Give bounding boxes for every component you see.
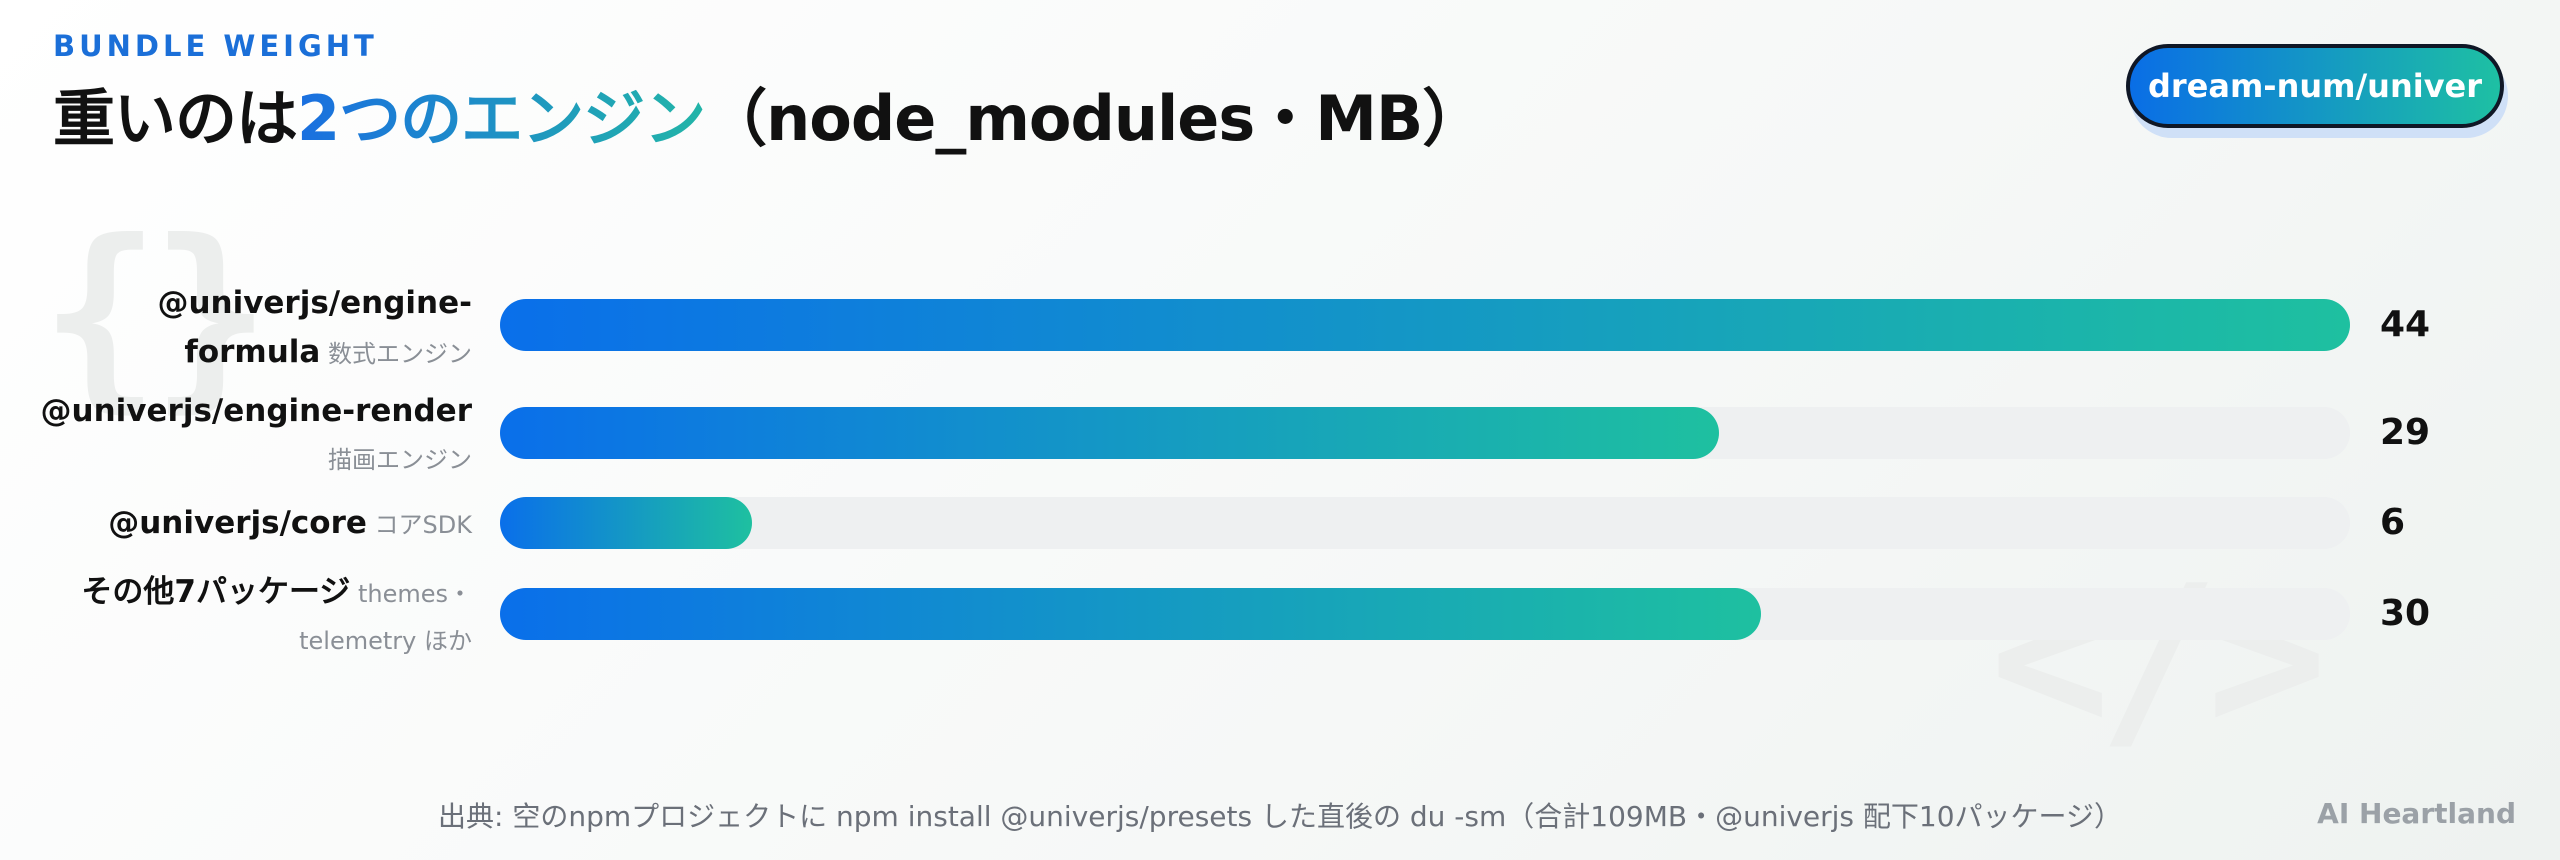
page-title: 重いのは2つのエンジン（node_modules・MB） — [53, 68, 1484, 158]
title-prefix: 重いのは — [53, 82, 298, 155]
bar-value-label: 29 — [2380, 412, 2431, 453]
bar-label-note: コアSDK — [366, 511, 472, 539]
braces-decoration-icon: {} — [40, 198, 271, 431]
bar-label-note: 数式エンジン — [320, 340, 472, 368]
bar-label-0: @univerjs/engine-formula 数式エンジン — [40, 281, 472, 379]
title-suffix: （node_modules・MB） — [705, 82, 1484, 155]
bar-label-3: その他7パッケージ themes・telemetry ほか — [40, 570, 472, 666]
bar-1 — [500, 407, 1719, 459]
bar-label-1: @univerjs/engine-render 描画エンジン — [40, 389, 472, 485]
bar-value-label: 30 — [2380, 593, 2431, 634]
repo-badge: dream-num/univer — [2126, 44, 2504, 128]
bar-label-note: themes・telemetry ほか — [299, 580, 472, 655]
bar-label-name: @univerjs/engine-formula — [157, 285, 472, 370]
bar-label-name: @univerjs/core — [108, 505, 367, 541]
eyebrow-label: BUNDLE WEIGHT — [53, 29, 378, 63]
bar-value-label: 6 — [2380, 502, 2406, 543]
bar-0 — [500, 299, 2350, 351]
brand-logo-text: AI Heartland — [2317, 797, 2516, 830]
bar-label-note: 描画エンジン — [328, 446, 472, 474]
bar-label-name: @univerjs/engine-render — [40, 393, 472, 429]
bar-3 — [500, 588, 1761, 640]
bar-label-name: その他7パッケージ — [81, 574, 351, 610]
title-highlight: 2つのエンジン — [297, 82, 706, 155]
bar-track — [500, 497, 2350, 549]
bar-2 — [500, 497, 752, 549]
bar-value-label: 44 — [2380, 304, 2431, 345]
bar-label-2: @univerjs/core コアSDK — [40, 501, 472, 550]
source-footnote: 出典: 空のnpmプロジェクトに npm install @univerjs/p… — [437, 800, 2122, 833]
